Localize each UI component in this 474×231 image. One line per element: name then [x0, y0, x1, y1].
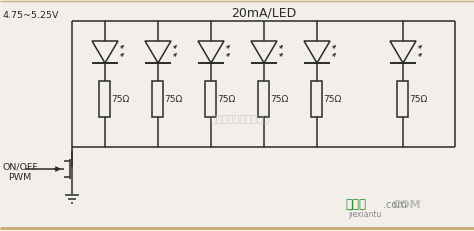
- Bar: [398, 82, 409, 118]
- Bar: [258, 82, 270, 118]
- Text: 75Ω: 75Ω: [111, 95, 130, 104]
- Text: 75Ω: 75Ω: [410, 95, 428, 104]
- Text: 杭州百篹科技有限公司: 杭州百篹科技有限公司: [210, 112, 269, 122]
- Text: jiexiantu: jiexiantu: [348, 210, 382, 219]
- Text: 75Ω: 75Ω: [271, 95, 289, 104]
- Bar: [100, 82, 110, 118]
- Text: 75Ω: 75Ω: [323, 95, 342, 104]
- Text: ON/OFF
PWM: ON/OFF PWM: [2, 162, 38, 182]
- Text: .com: .com: [383, 199, 407, 209]
- Bar: [206, 82, 217, 118]
- Text: 接线图: 接线图: [345, 198, 366, 211]
- Text: 20mA/LED: 20mA/LED: [231, 6, 296, 19]
- Text: 75Ω: 75Ω: [218, 95, 236, 104]
- Bar: [153, 82, 164, 118]
- Text: 4.75~5.25V: 4.75~5.25V: [2, 11, 58, 20]
- Text: COM: COM: [393, 199, 421, 209]
- Bar: [311, 82, 322, 118]
- Text: 75Ω: 75Ω: [164, 95, 183, 104]
